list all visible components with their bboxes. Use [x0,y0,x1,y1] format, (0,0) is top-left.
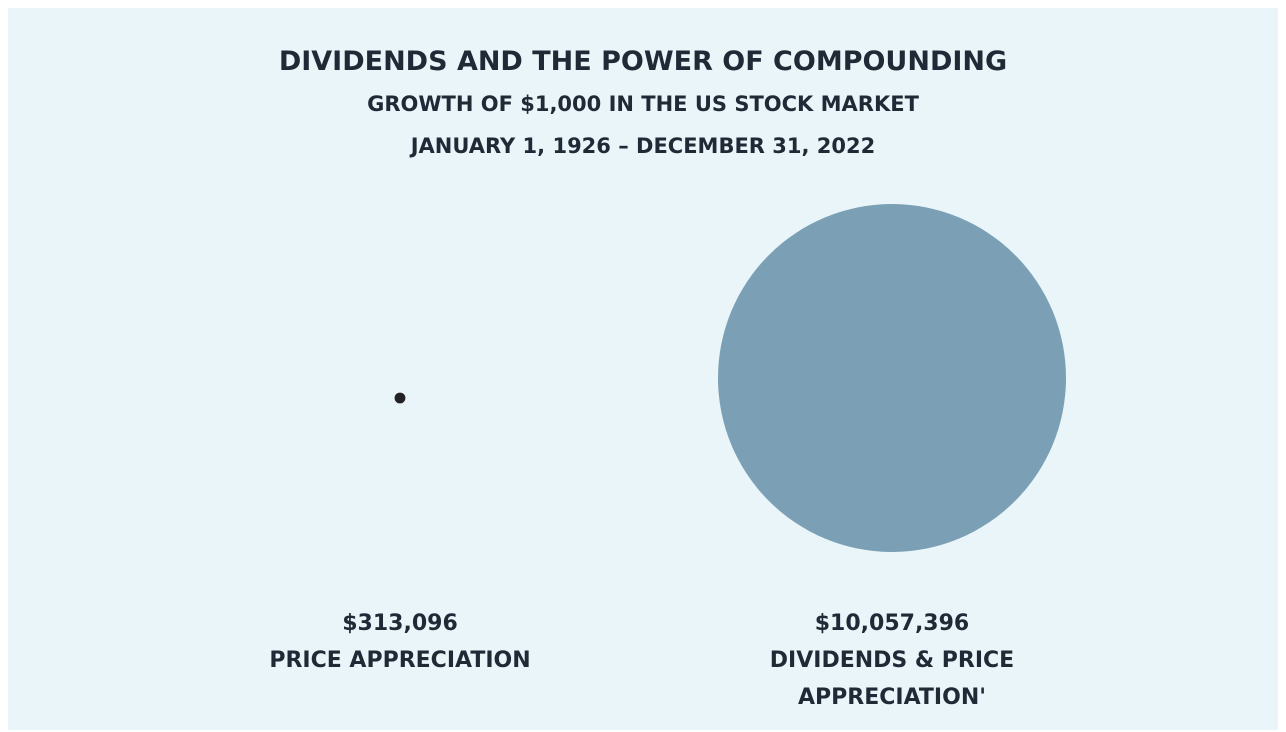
value-label: $10,057,396 [814,611,970,636]
chart-title: DIVIDENDS AND THE POWER OF COMPOUNDING [278,46,1008,77]
bubble-label: $10,057,396 DIVIDENDS & PRICE APPRECIATIO… [732,605,1052,716]
bubbles [394,204,1066,552]
bubble [718,204,1066,552]
category-label: DIVIDENDS & PRICE APPRECIATION' [769,648,1015,710]
bubble-label: $313,096 PRICE APPRECIATION [240,605,560,679]
category-label: PRICE APPRECIATION [269,648,531,673]
chart-subtitle: JANUARY 1, 1926 – DECEMBER 31, 2022 [410,134,876,158]
bubble [394,392,406,404]
chart-panel: DIVIDENDS AND THE POWER OF COMPOUNDING G… [8,8,1278,730]
value-label: $313,096 [342,611,458,636]
chart-subtitle: GROWTH OF $1,000 IN THE US STOCK MARKET [367,92,919,116]
